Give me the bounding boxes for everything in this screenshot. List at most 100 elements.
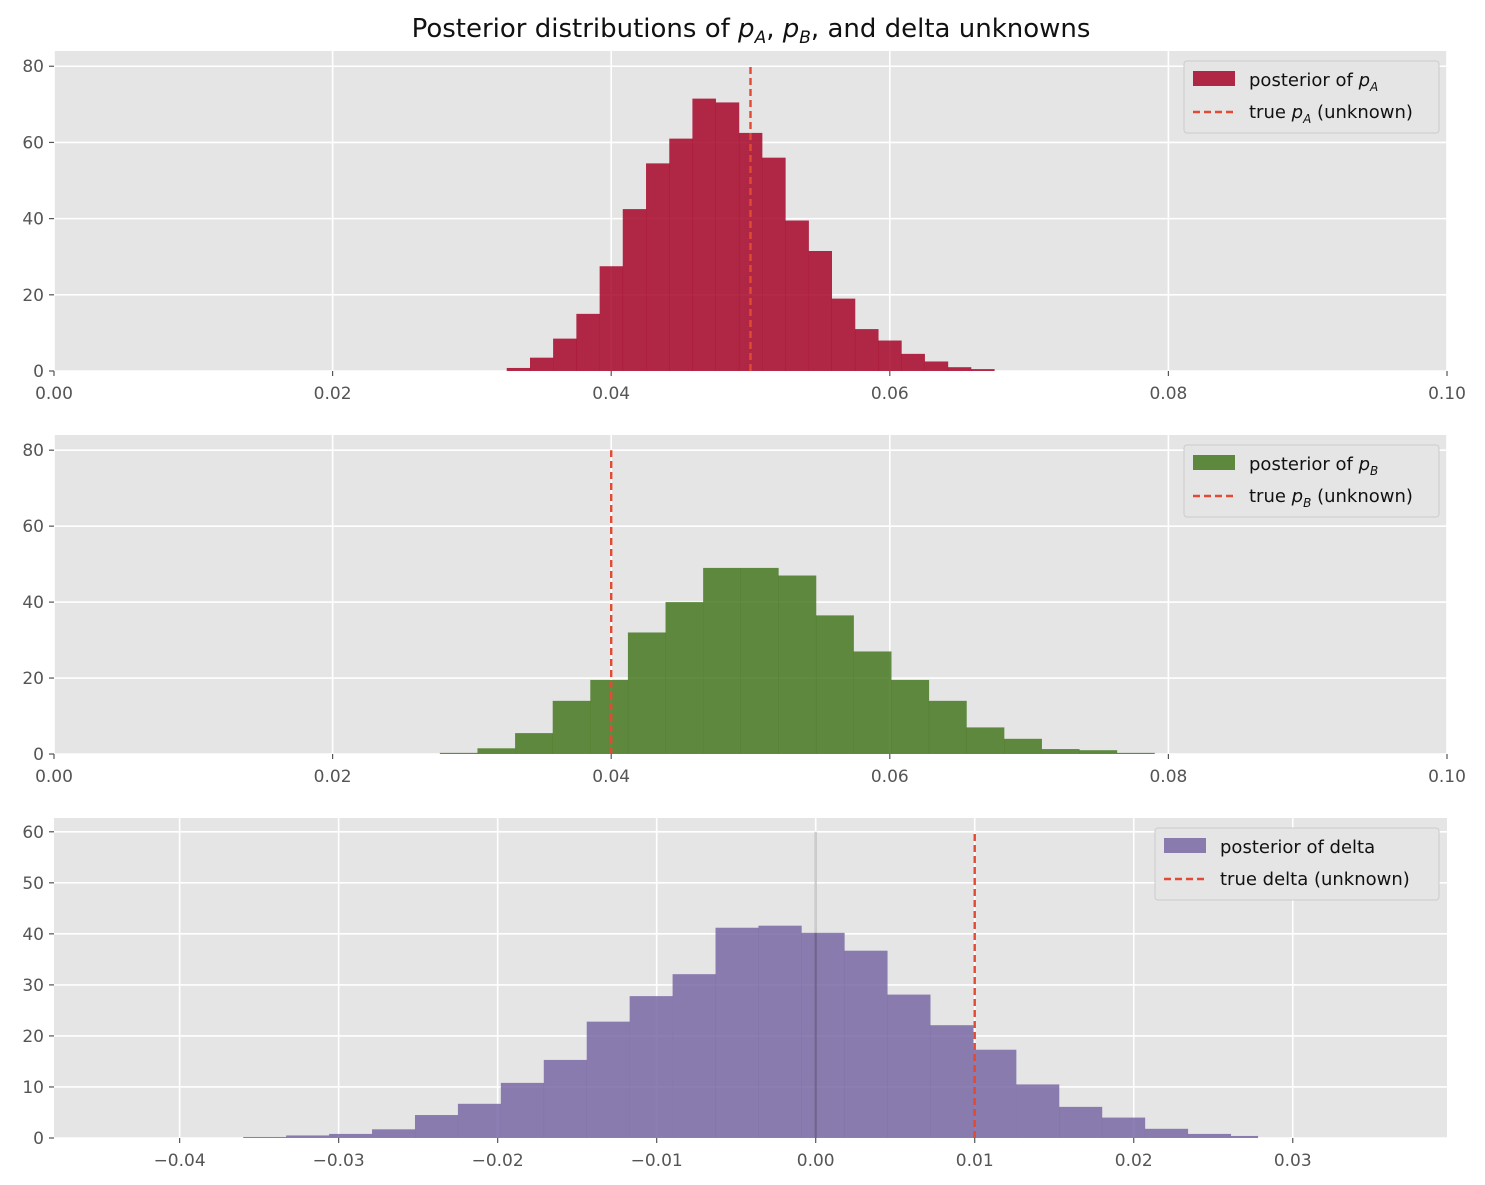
legend-label-true-prefix: true [1249, 486, 1292, 507]
legend-box [1183, 60, 1440, 134]
histogram-bar [506, 367, 531, 371]
y-tick-label: 50 [22, 874, 44, 894]
y-tick-label: 40 [22, 925, 44, 945]
x-tick-label: −0.04 [154, 1151, 206, 1171]
legend-label-true: true pB (unknown) [1249, 486, 1413, 510]
histogram-bar [576, 313, 600, 371]
histogram-bar [1187, 1133, 1232, 1138]
histogram-bar [762, 157, 786, 371]
x-tick-label: 0.00 [35, 767, 73, 787]
legend-label-posterior-prefix: posterior of [1249, 454, 1359, 475]
histogram-bar [778, 575, 817, 754]
histogram-bar [854, 329, 879, 371]
histogram-bar [590, 679, 629, 754]
histogram-bar [971, 369, 995, 371]
legend-label-posterior-prefix: posterior of delta [1220, 837, 1375, 858]
x-tick-label: 0.10 [1428, 767, 1466, 787]
legend-label-true-prefix: true delta (unknown) [1220, 869, 1410, 890]
legend-label-true-var: p [1291, 102, 1303, 123]
legend-label-true-suffix: (unknown) [1311, 486, 1413, 507]
histogram-bar [646, 163, 670, 371]
histogram-bar [738, 132, 763, 371]
legend-label-posterior-var: p [1358, 454, 1370, 475]
histogram-bar [715, 927, 759, 1138]
title-sub-b: B [799, 28, 811, 48]
histogram-bar [815, 615, 854, 754]
histogram-bar [1016, 1084, 1060, 1138]
histogram-bar [586, 1021, 630, 1138]
y-tick-label: 20 [22, 1027, 44, 1047]
histogram-bar [1101, 1117, 1146, 1138]
legend-label-true: true pA (unknown) [1249, 102, 1413, 126]
histogram-bar [703, 567, 742, 754]
x-tick-label: 0.02 [314, 767, 352, 787]
x-tick-label: 0.10 [1428, 384, 1466, 404]
x-tick-label: −0.02 [472, 1151, 524, 1171]
x-tick-label: 0.08 [1149, 767, 1187, 787]
histogram-bar [553, 338, 577, 371]
histogram-bar [692, 98, 716, 371]
histogram-bar [599, 266, 624, 371]
histogram-bar [808, 251, 833, 371]
histogram-bar [966, 727, 1005, 754]
legend-box [1154, 827, 1440, 901]
histogram-bar [669, 138, 693, 371]
x-tick-label: 0.00 [35, 384, 73, 404]
histogram-bar [887, 994, 931, 1138]
x-tick-label: −0.03 [313, 1151, 365, 1171]
histogram-bar [439, 752, 478, 754]
y-tick-label: 80 [22, 441, 44, 461]
title-var-b: p [782, 14, 800, 44]
histogram-bar [500, 1082, 545, 1138]
legend-label-posterior-sub: A [1369, 80, 1378, 94]
histogram-bar [672, 974, 716, 1138]
y-tick-label: 40 [22, 210, 44, 230]
y-tick-label: 80 [22, 57, 44, 77]
x-tick-label: 0.00 [797, 1151, 835, 1171]
legend-box [1183, 444, 1440, 518]
histogram-bar [831, 298, 856, 371]
legend-label-true-var: p [1291, 486, 1303, 507]
y-tick-label: 0 [33, 745, 44, 765]
title-prefix: Posterior distributions of [412, 14, 738, 44]
histogram-bar [947, 367, 972, 371]
histogram-bar [844, 950, 888, 1138]
histogram-bar [457, 1103, 502, 1138]
histogram-bar [329, 1133, 373, 1138]
x-tick-label: 0.02 [1115, 1151, 1153, 1171]
histogram-bar [243, 1136, 287, 1138]
histogram-bar [372, 1129, 416, 1138]
title-sub-a: A [754, 28, 767, 48]
chart-title: Posterior distributions of pA, pB, and d… [412, 14, 1091, 48]
legend-swatch-histogram [1193, 455, 1235, 470]
y-tick-label: 20 [22, 286, 44, 306]
histogram-bar [1058, 1106, 1103, 1138]
legend-swatch-histogram [1164, 838, 1206, 853]
x-tick-label: 0.04 [592, 384, 630, 404]
x-tick-label: 0.02 [314, 384, 352, 404]
legend-label-true-suffix: (unknown) [1311, 102, 1413, 123]
legend-label-true-sub: A [1302, 112, 1311, 126]
panel-p-a: 0.00 0.02 0.04 0.06 0.08 0.10 0 20 40 60 80 posteri… [22, 51, 1466, 404]
histogram-bar [1041, 749, 1080, 754]
y-tick-label: 30 [22, 976, 44, 996]
legend-label-posterior: posterior of delta [1220, 837, 1375, 858]
histogram-bar [627, 632, 666, 754]
legend-label-posterior: posterior of pA [1249, 70, 1378, 94]
y-tick-label: 60 [22, 133, 44, 153]
histogram-bar [286, 1135, 330, 1138]
y-tick-label: 0 [33, 1129, 44, 1149]
histogram-bar [901, 353, 925, 371]
x-tick-label: 0.06 [871, 767, 909, 787]
histogram-bar [1144, 1128, 1189, 1138]
histogram-bar [853, 651, 892, 754]
legend-label-true-sub: B [1303, 496, 1311, 510]
histogram-bar [785, 220, 809, 371]
histogram-bar [529, 357, 554, 371]
legend-swatch-histogram [1193, 71, 1235, 86]
histogram-bar [515, 733, 553, 754]
histogram-bar [414, 1115, 459, 1138]
panel-delta: −0.04 −0.03 −0.02 −0.01 0.00 0.01 0.02 0.03 0 10 2… [22, 818, 1447, 1171]
